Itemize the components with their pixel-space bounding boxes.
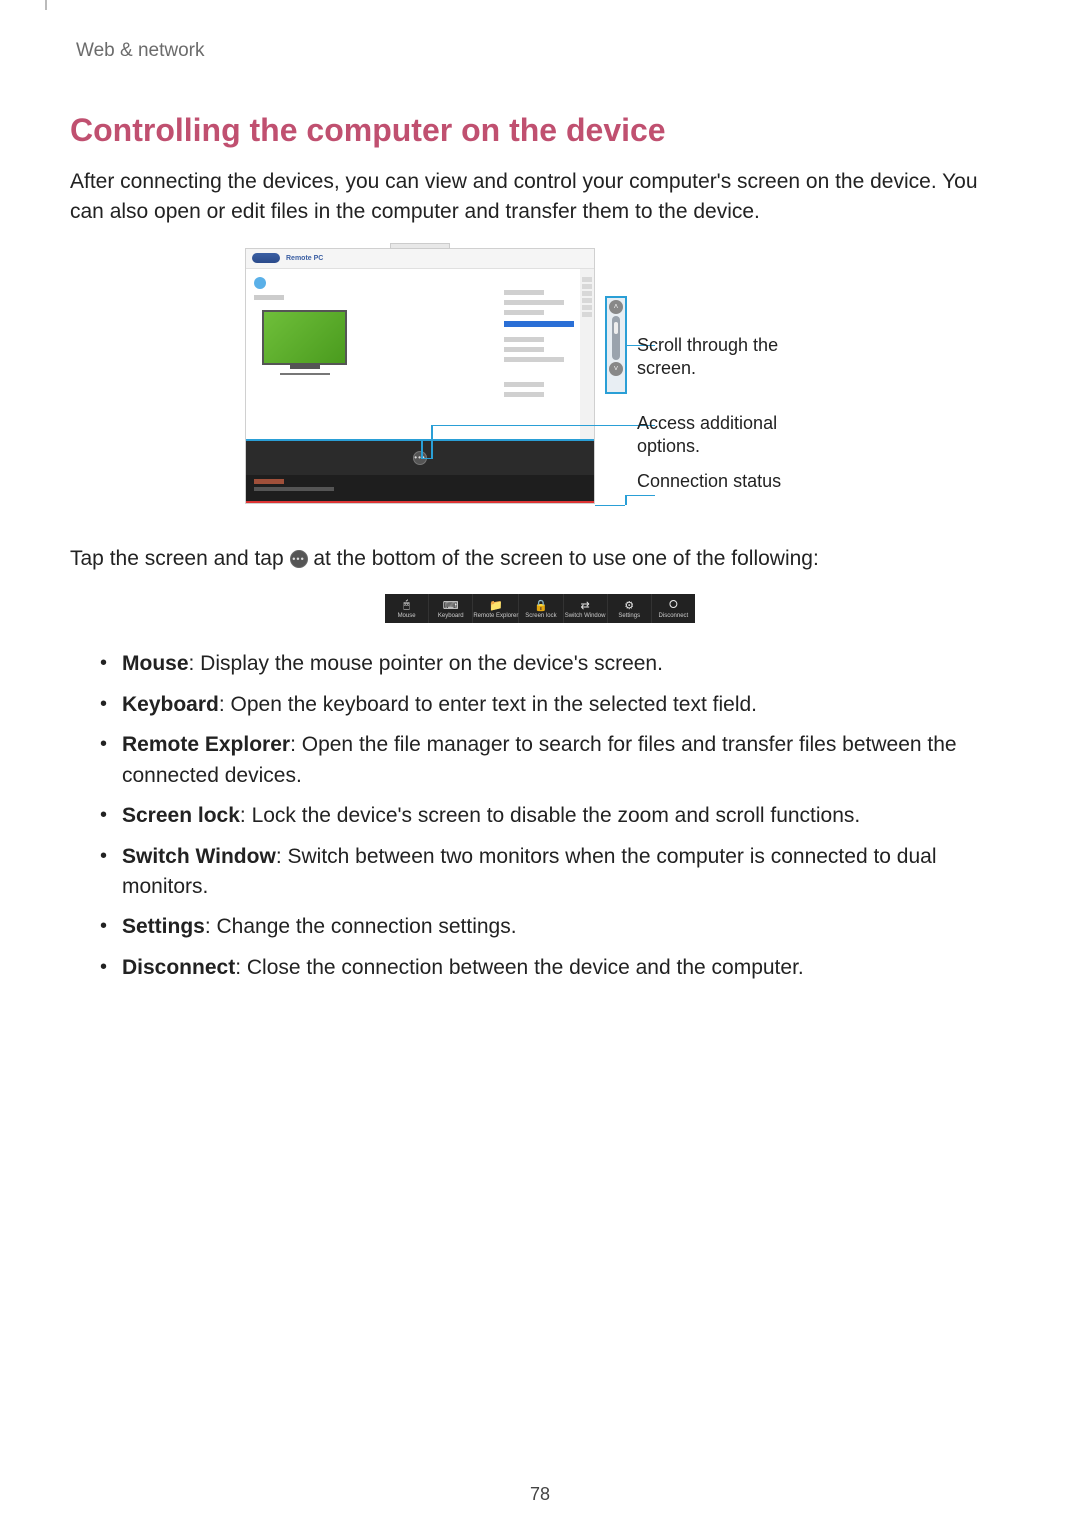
toolbar-mouse-label: Mouse	[398, 613, 416, 619]
toolbar-disconnect-label: Disconnect	[659, 613, 689, 619]
power-icon: ⭘	[666, 599, 680, 611]
list-item: Keyboard: Open the keyboard to enter tex…	[96, 690, 1010, 720]
remote-pc-screenshot: Remote PC	[245, 248, 595, 504]
list-item: Mouse: Display the mouse pointer on the …	[96, 649, 1010, 679]
list-item: Settings: Change the connection settings…	[96, 912, 1010, 942]
page-number: 78	[0, 1484, 1080, 1505]
tap-prefix: Tap the screen and tap	[70, 547, 290, 570]
callout-scroll: Scroll through the screen.	[637, 334, 835, 381]
monitor-icon	[262, 310, 347, 365]
toolbar-screen-lock-label: Screen lock	[525, 613, 556, 619]
toolbar-switch-window-label: Switch Window	[565, 613, 606, 619]
toolbar-mouse[interactable]: 🖱 Mouse	[385, 594, 429, 623]
toolbar-switch-window[interactable]: ⇄ Switch Window	[564, 594, 608, 623]
section-heading: Controlling the computer on the device	[70, 112, 1010, 149]
list-item: Remote Explorer: Open the file manager t…	[96, 730, 1010, 791]
scroll-control[interactable]: ˄ ˅	[605, 296, 627, 394]
keyboard-icon: ⌨	[444, 599, 458, 611]
list-item: Switch Window: Switch between two monito…	[96, 842, 1010, 903]
toolbar-disconnect[interactable]: ⭘ Disconnect	[652, 594, 695, 623]
callout-connection: Connection status	[637, 470, 781, 493]
callout-access: Access additional options.	[637, 412, 835, 459]
list-item: Disconnect: Close the connection between…	[96, 953, 1010, 983]
remote-pc-figure: Remote PC	[70, 248, 1010, 504]
tap-instruction: Tap the screen and tap ••• at the bottom…	[70, 544, 1010, 574]
connection-status-bar	[246, 501, 594, 503]
toolbar-keyboard-label: Keyboard	[438, 613, 464, 619]
lock-icon: 🔒	[534, 599, 548, 611]
toolbar-keyboard[interactable]: ⌨ Keyboard	[429, 594, 473, 623]
window-title: Remote PC	[286, 255, 323, 262]
toolbar-settings-label: Settings	[618, 613, 640, 619]
user-avatar-icon	[254, 277, 266, 289]
folder-icon: 📁	[489, 599, 503, 611]
margin-mark	[45, 0, 47, 10]
toolbar-settings[interactable]: ⚙ Settings	[608, 594, 652, 623]
scroll-down-icon[interactable]: ˅	[609, 362, 623, 376]
intro-paragraph: After connecting the devices, you can vi…	[70, 167, 1010, 228]
gear-icon: ⚙	[622, 599, 636, 611]
options-toolbar: 🖱 Mouse ⌨ Keyboard 📁 Remote Explorer 🔒 S…	[385, 594, 695, 623]
list-item: Screen lock: Lock the device's screen to…	[96, 801, 1010, 831]
breadcrumb: Web & network	[76, 40, 1010, 62]
options-list: Mouse: Display the mouse pointer on the …	[96, 649, 1010, 983]
more-options-inline-icon: •••	[290, 550, 308, 568]
scroll-up-icon[interactable]: ˄	[609, 300, 623, 314]
tap-suffix: at the bottom of the screen to use one o…	[308, 547, 819, 570]
toolbar-screen-lock[interactable]: 🔒 Screen lock	[519, 594, 563, 623]
mouse-icon: 🖱	[400, 599, 414, 611]
samsung-logo	[252, 253, 280, 263]
toolbar-remote-explorer[interactable]: 📁 Remote Explorer	[473, 594, 519, 623]
toolbar-remote-explorer-label: Remote Explorer	[473, 613, 518, 619]
switch-icon: ⇄	[578, 599, 592, 611]
